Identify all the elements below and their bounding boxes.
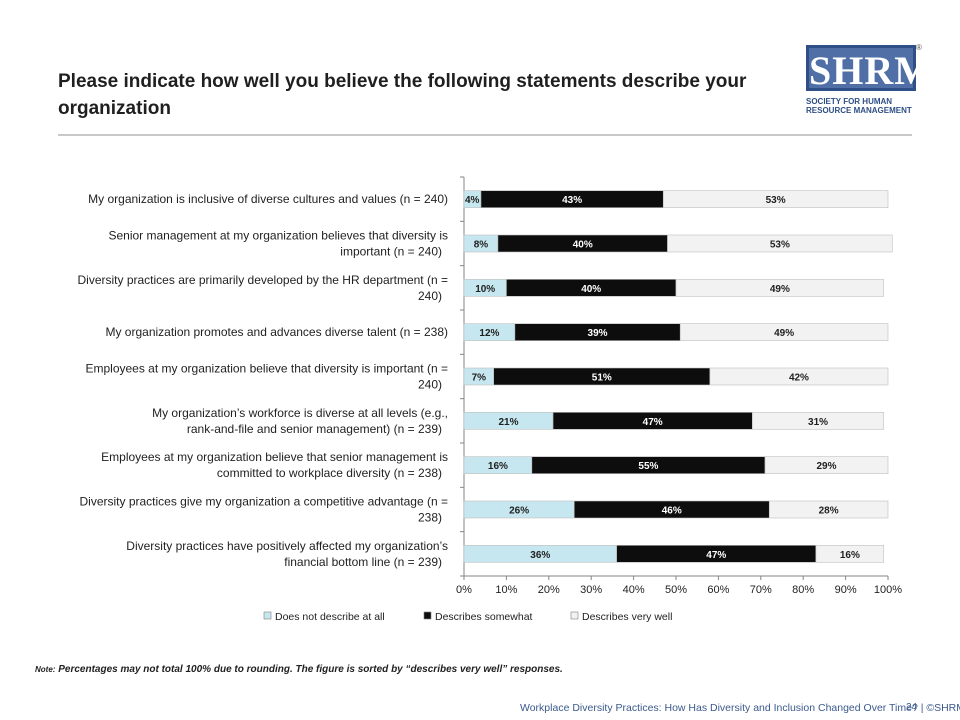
data-label: 26% [509,506,529,517]
note-label: Note: [35,665,56,674]
data-label: 47% [706,550,726,561]
data-label: 12% [479,328,499,339]
x-tick-label: 40% [623,584,645,596]
bar-segment [675,279,885,297]
stacked-bar-chart: 0% 10% 20% 30% 40% 50% 60% 70% 80% 90% 100% My orga… [78,176,902,623]
data-label: 16% [840,550,860,561]
logo-text-line-1: SOCIETY FOR HUMAN [806,97,893,106]
legend-label: Describes very well [582,611,672,623]
chart-note: Note: Percentages may not total 100% due… [35,664,563,675]
x-tick-label: 100% [874,584,902,596]
category-label: Employees at my organization believe tha… [85,362,448,392]
bar-segment [662,190,889,208]
data-label: 4% [465,195,480,206]
category-label: Diversity practices are primarily develo… [78,273,449,303]
data-label: 21% [499,417,519,428]
footer-text: Workplace Diversity Practices: How Has D… [520,702,960,714]
logo-mark: SHRM [806,45,932,93]
x-tick-label: 90% [835,584,857,596]
x-tick-label: 70% [750,584,772,596]
x-tick-label: 30% [580,584,602,596]
category-label: Diversity practices have positively affe… [126,539,448,569]
bar-segment [815,545,885,563]
title-divider [58,134,912,136]
data-label: 46% [662,506,682,517]
bar-segment [764,456,889,474]
data-label: 39% [588,328,608,339]
data-label: 29% [817,461,837,472]
category-label: My organization promotes and advances di… [105,325,448,339]
x-tick-label: 60% [707,584,729,596]
category-label: Senior management at my organization bel… [108,229,448,259]
logo-text-line-2: RESOURCE MANAGEMENT [806,106,912,115]
category-label: My organization is inclusive of diverse … [88,192,448,206]
bar-segment [768,500,889,519]
legend-swatch [570,611,579,620]
data-label: 40% [581,284,601,295]
data-label: 47% [643,417,663,428]
category-label: Diversity practices give my organization… [79,495,448,525]
legend-label: Does not describe at all [275,611,385,623]
legend-label: Describes somewhat [435,611,533,623]
x-tick-label: 0% [456,584,472,596]
data-label: 7% [472,373,487,384]
bar-segment [667,234,893,253]
x-tick-label: 80% [792,584,814,596]
x-tick-label: 50% [665,584,687,596]
page-number: 24 [906,702,918,713]
shrm-logo: SHRM ® SOCIETY FOR HUMAN RESOURCE MANAGE… [806,43,932,131]
category-label: Employees at my organization believe tha… [101,450,448,480]
data-label: 8% [474,240,489,251]
data-label: 28% [819,506,839,517]
data-label: 51% [592,373,612,384]
bar-segment [752,412,885,430]
data-label: 36% [530,550,550,561]
data-label: 49% [774,328,794,339]
note-text: Percentages may not total 100% due to ro… [55,664,563,675]
category-label: My organization’s workforce is diverse a… [152,406,448,436]
data-label: 31% [808,417,828,428]
x-tick-label: 10% [495,584,517,596]
data-label: 49% [770,284,790,295]
data-label: 16% [488,461,508,472]
data-label: 43% [562,195,582,206]
legend-swatch [423,611,432,620]
slide-title: Please indicate how well you believe the… [58,71,747,119]
legend-swatch [263,611,272,620]
logo-registered-mark: ® [916,43,922,52]
data-label: 53% [766,195,786,206]
data-label: 10% [475,284,495,295]
data-label: 42% [789,373,809,384]
data-label: 40% [573,240,593,251]
bar-segment [679,323,889,341]
data-label: 53% [770,240,790,251]
bar-segment [709,367,889,386]
data-label: 55% [638,461,658,472]
x-tick-label: 20% [538,584,560,596]
